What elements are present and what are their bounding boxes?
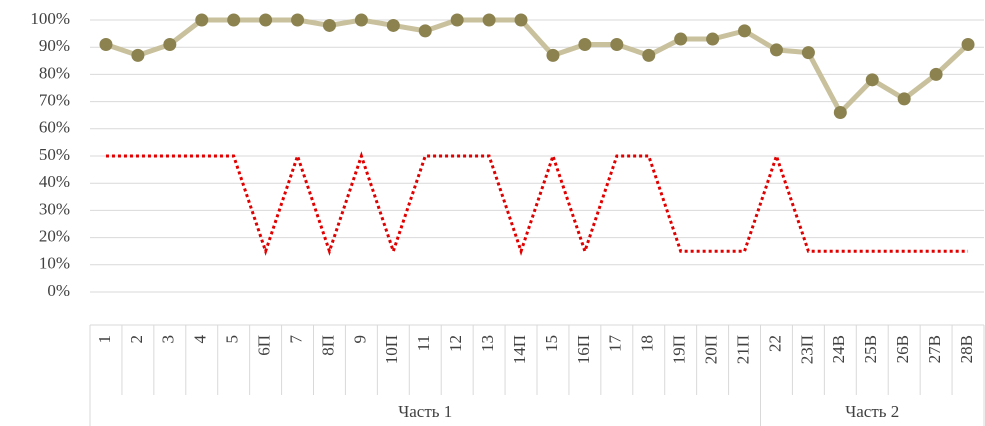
series-marker [354, 13, 368, 27]
y-tick-label: 80% [39, 63, 70, 82]
x-tick-label: 9 [350, 335, 369, 344]
series-marker [642, 48, 656, 62]
series-marker [865, 73, 879, 87]
y-tick-label: 60% [39, 118, 70, 137]
x-tick-label: 13 [478, 335, 497, 352]
x-tick-label: 5 [223, 335, 242, 344]
x-tick-label: 8П [318, 335, 337, 356]
series-marker [833, 105, 847, 119]
x-tick-label: 4 [191, 335, 210, 344]
x-tick-label: 19П [670, 335, 689, 364]
y-tick-label: 100% [30, 9, 70, 28]
y-tick-label: 30% [39, 199, 70, 218]
x-tick-label: 26В [893, 335, 912, 363]
series-marker [386, 18, 400, 32]
series-marker [546, 48, 560, 62]
series-line [105, 17, 970, 117]
y-tick-label: 10% [39, 254, 70, 273]
series-marker [450, 13, 464, 27]
series-marker [99, 37, 113, 51]
group-label: Часть 1 [398, 402, 452, 421]
series-line [105, 151, 969, 256]
x-tick-label: 3 [159, 335, 178, 344]
x-tick-label: 23П [797, 335, 816, 364]
x-tick-label: 24В [829, 335, 848, 363]
x-tick-label: 11 [414, 335, 433, 351]
x-tick-label: 6П [255, 335, 274, 356]
x-tick-label: 10П [382, 335, 401, 364]
x-tick-label: 25В [861, 335, 880, 363]
x-tick-label: 15 [542, 335, 561, 352]
series-marker [322, 18, 336, 32]
x-tick-label: 7 [286, 335, 305, 344]
x-tick-label: 2 [127, 335, 146, 344]
series-marker [769, 43, 783, 57]
series-marker [195, 13, 209, 27]
series-marker [163, 37, 177, 51]
series-marker [801, 46, 815, 60]
x-tick-label: 18 [638, 335, 657, 352]
series-marker [227, 13, 241, 27]
series-marker [897, 92, 911, 106]
x-tick-label: 14П [510, 335, 529, 364]
x-tick-label: 21П [733, 335, 752, 364]
series-marker [131, 48, 145, 62]
series-marker [610, 37, 624, 51]
y-tick-label: 40% [39, 172, 70, 191]
series-marker [291, 13, 305, 27]
series-marker [674, 32, 688, 46]
x-tick-label: 1 [95, 335, 114, 344]
series-marker [259, 13, 273, 27]
x-tick-label: 27В [925, 335, 944, 363]
y-tick-label: 90% [39, 36, 70, 55]
x-tick-label: 16П [574, 335, 593, 364]
series-marker [578, 37, 592, 51]
y-tick-label: 20% [39, 227, 70, 246]
series-marker [961, 37, 975, 51]
series-marker [929, 67, 943, 81]
series-marker [482, 13, 496, 27]
series-marker [514, 13, 528, 27]
series-marker [706, 32, 720, 46]
x-tick-label: 28В [957, 335, 976, 363]
y-tick-label: 0% [47, 281, 70, 300]
group-label: Часть 2 [845, 402, 899, 421]
y-tick-label: 70% [39, 91, 70, 110]
x-tick-label: 20П [702, 335, 721, 364]
y-tick-label: 50% [39, 145, 70, 164]
series-marker [418, 24, 432, 38]
series-marker [738, 24, 752, 38]
x-tick-label: 22 [765, 335, 784, 352]
x-tick-label: 12 [446, 335, 465, 352]
x-tick-label: 17 [606, 335, 625, 353]
